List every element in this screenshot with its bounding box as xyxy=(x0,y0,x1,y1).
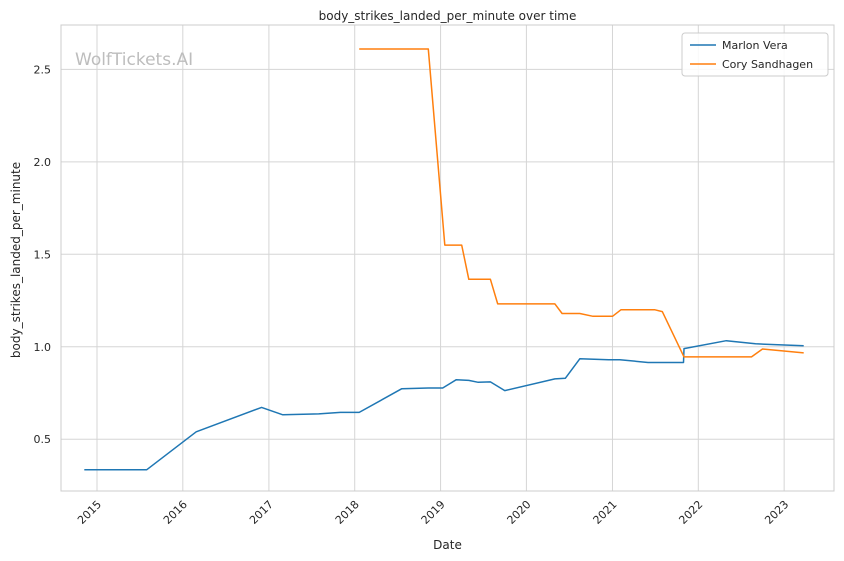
series-line-0 xyxy=(84,339,804,471)
plot-background xyxy=(61,25,834,491)
x-axis-label: Date xyxy=(433,538,462,552)
x-tick-label: 2016 xyxy=(161,498,190,527)
x-axis-ticks: 2015 2016 2017 2018 2019 2020 2021 2022 2023 xyxy=(75,498,791,527)
plot-frame xyxy=(60,24,835,492)
chart-title: body_strikes_landed_per_minute over time xyxy=(319,9,577,23)
y-axis-label: body_strikes_landed_per_minute xyxy=(9,162,23,358)
y-tick-label: 0.5 xyxy=(34,433,52,446)
legend-label-1: Cory Sandhagen xyxy=(722,58,813,71)
legend-box xyxy=(681,32,829,77)
x-tick-label: 2019 xyxy=(419,498,448,527)
x-tick-label: 2018 xyxy=(333,498,362,527)
watermark: WolfTickets.AI xyxy=(75,50,193,70)
y-tick-label: 1.0 xyxy=(34,341,52,354)
x-tick-label: 2017 xyxy=(247,498,276,527)
legend-label-0: Marlon Vera xyxy=(722,39,788,52)
x-tick-label: 2020 xyxy=(505,498,534,527)
y-tick-label: 2.0 xyxy=(34,156,52,169)
series-layer xyxy=(84,48,804,471)
x-tick-label: 2022 xyxy=(676,498,705,527)
x-tick-label: 2023 xyxy=(762,498,791,527)
x-tick-label: 2015 xyxy=(75,498,104,527)
y-tick-label: 1.5 xyxy=(34,248,52,261)
y-tick-label: 2.5 xyxy=(34,63,52,76)
y-axis-ticks: 0.5 1.0 1.5 2.0 2.5 xyxy=(34,63,52,446)
series-line-1 xyxy=(359,48,804,358)
legend: Marlon Vera Cory Sandhagen xyxy=(681,32,829,77)
x-tick-label: 2021 xyxy=(591,498,620,527)
